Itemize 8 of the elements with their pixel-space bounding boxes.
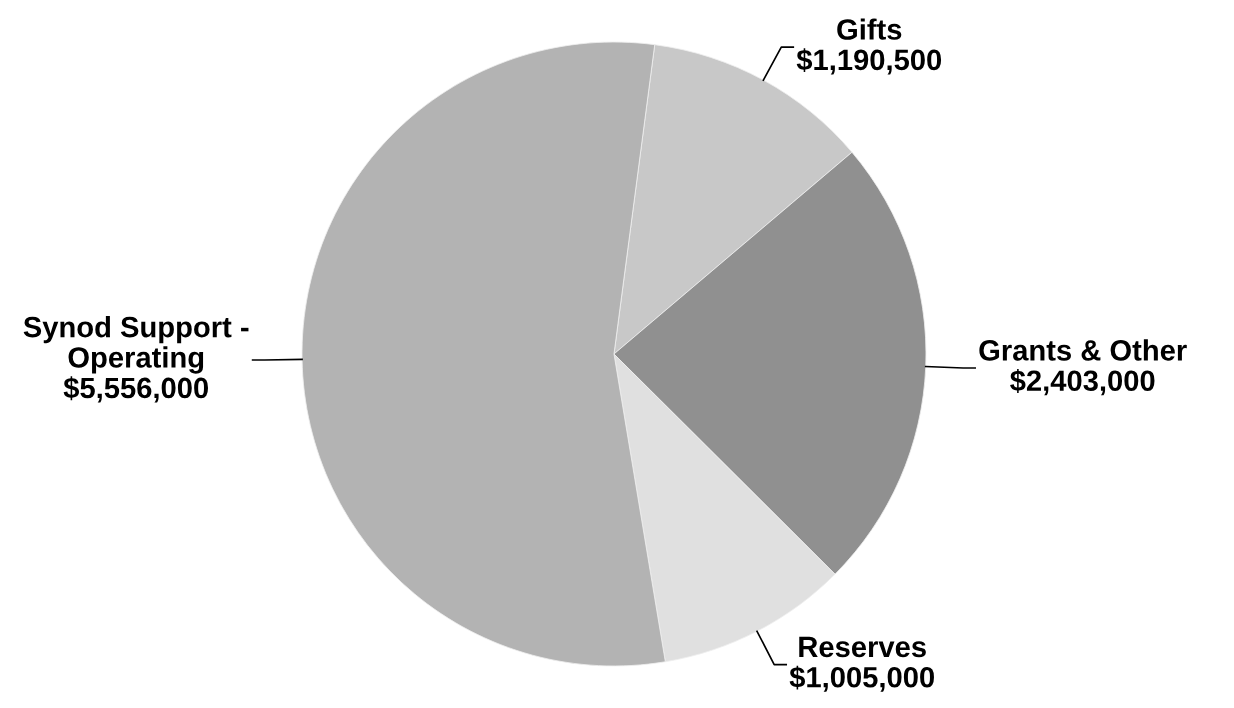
slice-label: Grants & Other	[979, 339, 1187, 361]
data-label: $5,556,000	[63, 376, 209, 403]
data-label: $1,005,000	[789, 665, 934, 692]
data-label: $2,403,000	[1010, 369, 1155, 396]
slice-label: Synod Support - Operating	[23, 316, 249, 374]
slice-label: Gifts	[837, 18, 902, 40]
slice-label: Reserves	[799, 636, 926, 658]
data-label: $1,190,500	[796, 48, 942, 75]
